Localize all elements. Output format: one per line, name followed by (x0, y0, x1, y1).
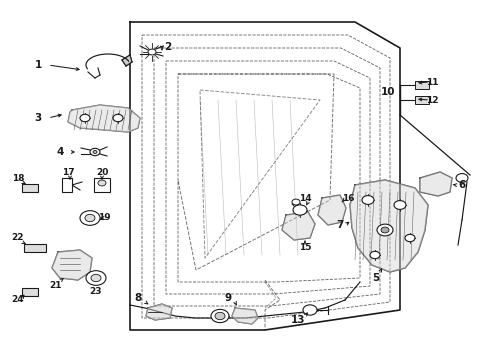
Text: 24: 24 (12, 296, 24, 305)
Circle shape (292, 199, 300, 205)
Polygon shape (146, 304, 172, 320)
Text: 9: 9 (224, 293, 232, 303)
Circle shape (86, 271, 106, 285)
Circle shape (93, 150, 97, 153)
Text: 16: 16 (342, 194, 354, 202)
Polygon shape (420, 172, 452, 196)
Circle shape (80, 114, 90, 122)
Circle shape (381, 227, 389, 233)
Polygon shape (52, 250, 92, 280)
Bar (22, 184, 38, 192)
Circle shape (85, 214, 95, 222)
Bar (24, 244, 46, 252)
Text: 6: 6 (458, 180, 466, 190)
Text: 22: 22 (12, 234, 24, 243)
Text: 13: 13 (291, 315, 305, 325)
Text: 1: 1 (34, 60, 42, 70)
Text: 7: 7 (336, 220, 343, 230)
Bar (415, 96, 429, 104)
Circle shape (98, 180, 106, 186)
Text: 20: 20 (96, 167, 108, 176)
Text: 4: 4 (56, 147, 64, 157)
Polygon shape (318, 195, 346, 225)
Text: 11: 11 (426, 77, 438, 86)
Circle shape (90, 148, 100, 156)
Polygon shape (350, 180, 428, 272)
Text: 14: 14 (299, 194, 311, 202)
Text: 3: 3 (34, 113, 42, 123)
Polygon shape (282, 212, 315, 240)
Polygon shape (68, 105, 140, 132)
Text: 8: 8 (134, 293, 142, 303)
Text: 5: 5 (372, 273, 380, 283)
Circle shape (148, 49, 156, 55)
Text: 23: 23 (90, 288, 102, 297)
Text: 15: 15 (299, 243, 311, 252)
Bar (22, 288, 38, 296)
Circle shape (362, 195, 374, 204)
Circle shape (211, 309, 229, 323)
Circle shape (293, 205, 307, 215)
Text: 18: 18 (12, 174, 24, 183)
Polygon shape (122, 55, 132, 66)
Circle shape (377, 224, 393, 236)
Bar (94, 178, 110, 192)
Circle shape (215, 312, 225, 320)
Circle shape (394, 201, 406, 210)
Text: 19: 19 (98, 213, 110, 222)
Text: 17: 17 (62, 167, 74, 176)
Circle shape (113, 114, 123, 122)
Circle shape (405, 234, 415, 242)
Circle shape (456, 174, 468, 183)
Text: 12: 12 (426, 95, 438, 104)
Text: 2: 2 (164, 42, 171, 52)
Polygon shape (232, 308, 258, 324)
Text: 21: 21 (50, 280, 62, 289)
Bar (415, 81, 429, 89)
Circle shape (80, 211, 100, 225)
Bar (62, 178, 72, 192)
Circle shape (91, 274, 101, 282)
Text: 10: 10 (381, 87, 395, 97)
Circle shape (370, 251, 380, 259)
Circle shape (303, 305, 317, 315)
